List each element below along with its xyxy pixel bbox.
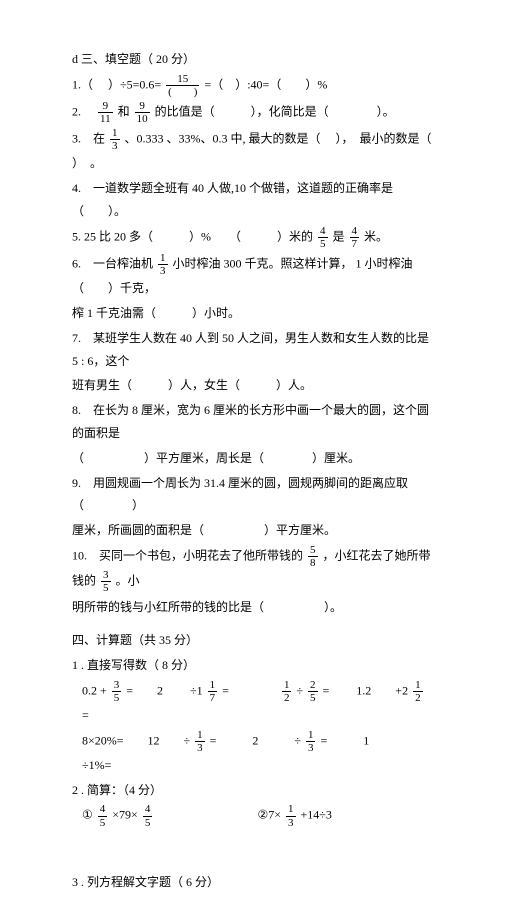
s4-1: 1 . 直接写得数（ 8 分） [72,654,433,677]
q1-fraction: 15 ( ) [166,73,199,98]
q6c: 榨 1 千克油需（ ）小时。 [72,302,433,325]
q3-text-b: 、0.333 、33%、0.3 中, 最大的数是（ ）， 最小的数是（ ） 。 [72,132,447,171]
q10-text-b: 。小 [116,573,140,587]
s4-2-1-frac1: 4 5 [98,803,108,828]
q2-frac2: 9 10 [135,100,150,125]
q2: 2. 9 11 和 9 10 的比值是（ ），化简比是（ ）。 [72,100,433,125]
c1-frac3: 1 2 [282,679,292,704]
q6a: 6. 一台榨油机 1 3 小时榨油 300 千克。照这样计算， 1 小时榨油（ … [72,252,433,300]
q5-text-a: 5. 25 比 20 多（ ）% （ ）米的 [72,229,313,243]
s4-2-1-frac2: 4 5 [143,803,153,828]
q6-text-a: 6. 一台榨油机 [72,256,153,270]
section3-title: d 三、填空题（ 20 分） [72,48,433,71]
q5-frac2: 4 7 [350,225,360,250]
s4-2-2a: ②7× [258,808,282,822]
q3-text-a: 3. 在 [72,132,105,146]
q1-frac-num: 15 [166,73,199,86]
calc-row1: 0.2 + 3 5 = 2 ÷1 1 7 = 1 2 ÷ 2 5 = 1.2 +… [72,679,433,727]
q9b: 厘米，所画圆的面积是（ ）平方厘米。 [72,519,433,542]
document-page: d 三、填空题（ 20 分） 1.（ ）÷5=0.6= 15 ( ) =（ ）:… [0,0,505,915]
c1-d: = [222,683,277,697]
c1-frac2: 1 7 [208,679,218,704]
q7a: 7. 某班学生人数在 40 人到 50 人之间，男生人数和女生人数的比是 5 :… [72,327,433,373]
q10-frac2: 3 5 [101,569,111,594]
c1-a: 0.2 + [82,683,107,697]
c2-a: 8×20%= 12 ÷ [82,733,190,747]
s4-3: 3 . 列方程解文字题（ 6 分） [72,871,433,894]
s4-2-2b: +14÷3 [301,808,332,822]
q5-frac1: 4 5 [318,225,328,250]
q5-text-b: 米。 [364,229,388,243]
q6-frac: 1 3 [158,252,168,277]
q1: 1.（ ）÷5=0.6= 15 ( ) =（ ）:40=（ ）% [72,73,433,98]
q3-frac: 1 3 [110,127,120,152]
q5: 5. 25 比 20 多（ ）% （ ）米的 4 5 是 4 7 米。 [72,225,433,250]
q10-text-a: 10. 买同一个书包，小明花去了他所带钱的 [72,548,303,562]
c2-frac2: 1 3 [306,729,316,754]
q4: 4. 一道数学题全班有 40 人做,10 个做错，这道题的正确率是（ ）。 [72,177,433,223]
c1-c: ÷1 [190,683,203,697]
section4-title: 四、计算题（共 35 分） [72,629,433,652]
q1-frac-den: ( ) [166,86,199,98]
q10-frac1: 5 8 [308,544,318,569]
q5-mid: 是 [333,229,345,243]
spacer [72,621,433,629]
c2-frac1: 1 3 [195,729,205,754]
q2-text-a: 2. [72,104,93,118]
s4-2-2: ②7× 1 3 +14÷3 [258,803,332,828]
c1-frac5: 1 2 [413,679,423,704]
q8a: 8. 在长为 8 厘米，宽为 6 厘米的长方形中画一个最大的圆，这个圆的面积是 [72,399,433,445]
s4-2-1b: ×79× [112,808,138,822]
q3: 3. 在 1 3 、0.333 、33%、0.3 中, 最大的数是（ ）， 最小… [72,127,433,175]
q7b: 班有男生（ ）人，女生（ ）人。 [72,374,433,397]
q2-frac1: 9 11 [98,100,113,125]
s4-2-1: ① 4 5 ×79× 4 5 [82,803,258,828]
q2-mid: 和 [118,104,130,118]
s4-2-row: ① 4 5 ×79× 4 5 ②7× 1 3 +14÷3 [72,803,433,828]
c1-h: = [82,708,89,722]
c1-b: = 2 [126,683,187,697]
c2-b: = 2 ÷ [210,733,301,747]
c1-frac4: 2 5 [308,679,318,704]
q10c: 明所带的钱与小红所带的钱的比是（ ）。 [72,596,433,619]
c1-e-mid: ÷ [296,683,303,697]
c1-frac1: 3 5 [112,679,122,704]
spacer2 [72,831,433,871]
q9a: 9. 用圆规画一个周长为 31.4 厘米的圆，圆规两脚间的距离应取（ ） [72,472,433,518]
q2-text-b: 的比值是（ ），化简比是（ ）。 [155,104,395,118]
s4-2-2-frac: 1 3 [286,803,296,828]
c1-f: = 1.2 +2 [323,683,409,697]
q8b: （ ）平方厘米，周长是（ ）厘米。 [72,447,433,470]
q10a: 10. 买同一个书包，小明花去了他所带钱的 5 8 ，小红花去了她所带钱的 3 … [72,544,433,594]
calc-row2: 8×20%= 12 ÷ 1 3 = 2 ÷ 1 3 = 1 ÷1%= [72,729,433,777]
q1-text-b: =（ ）:40=（ ）% [204,77,327,91]
q1-text-a: 1.（ ）÷5=0.6= [72,77,161,91]
s4-2-1a: ① [82,808,93,822]
s4-2: 2 . 简算：（4 分） [72,779,433,802]
